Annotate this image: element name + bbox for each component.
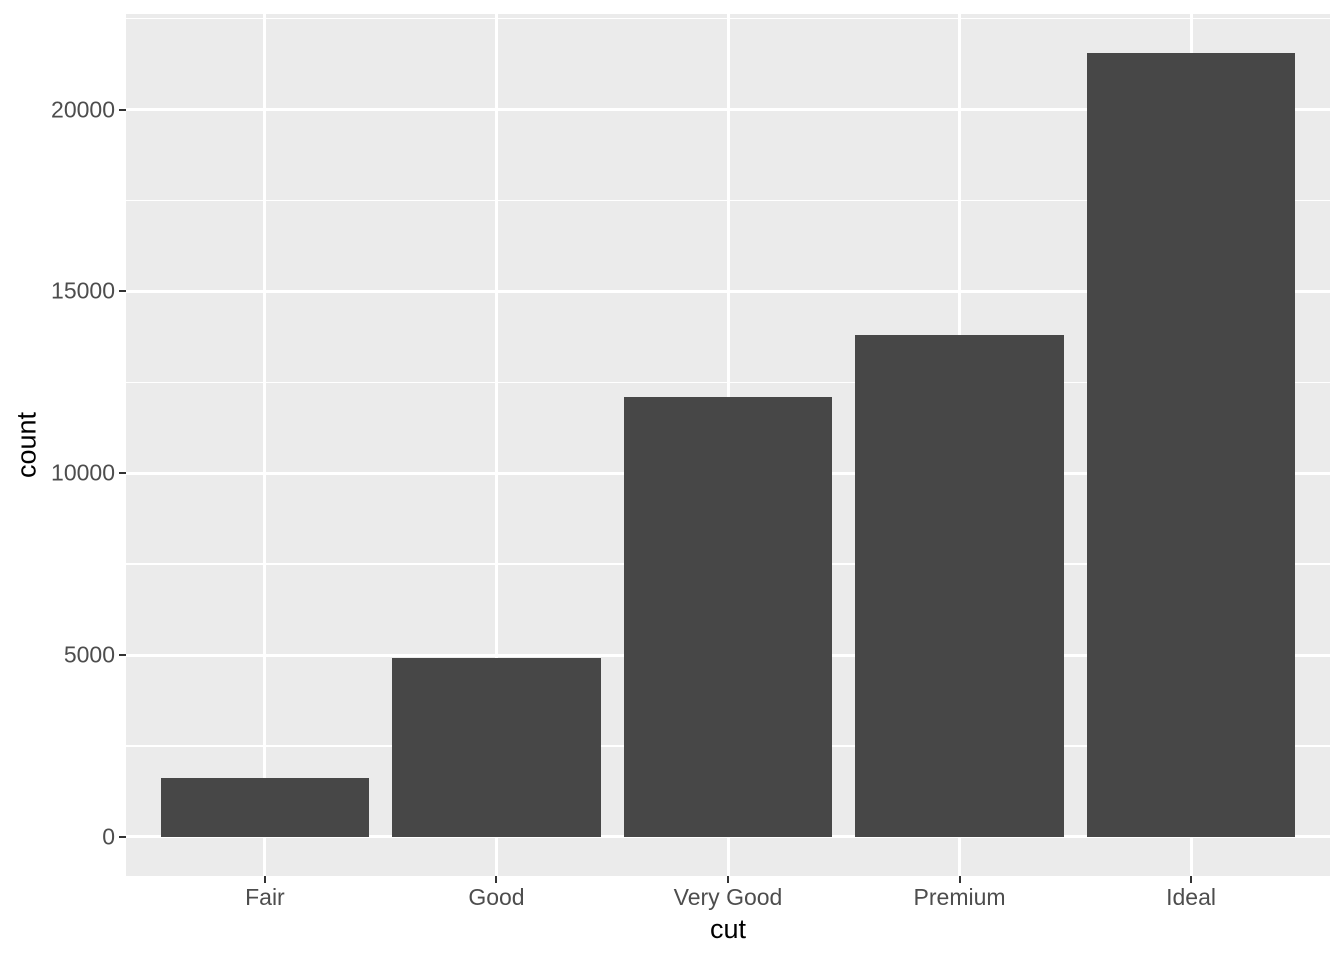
x-tick-label: Very Good: [673, 884, 783, 910]
y-tick-mark: [119, 835, 126, 838]
x-tick-mark: [495, 876, 498, 883]
y-axis-title: count: [11, 411, 42, 479]
x-tick-mark: [263, 876, 266, 883]
bar-good: [392, 658, 601, 837]
bar-ideal: [1086, 53, 1296, 837]
x-axis-title: cut: [709, 914, 747, 944]
x-tick-mark: [958, 876, 961, 883]
y-tick-mark: [119, 654, 126, 656]
x-tick-label: Ideal: [1166, 884, 1216, 910]
bar-very-good: [623, 397, 833, 837]
x-tick-label: Good: [468, 884, 525, 910]
x-tick-mark: [1190, 876, 1193, 883]
y-tick-mark: [119, 472, 126, 475]
gridline-major-vertical: [494, 14, 498, 876]
y-tick-label: 15000: [51, 277, 115, 304]
y-tick-label: 20000: [51, 96, 115, 123]
gridline-major-vertical: [263, 14, 267, 876]
y-tick-mark: [119, 108, 126, 111]
x-tick-mark: [727, 876, 729, 883]
x-tick-label: Fair: [245, 884, 285, 910]
plot-panel: [126, 14, 1330, 876]
y-tick-mark: [119, 290, 126, 293]
y-tick-label: 0: [102, 823, 115, 850]
bar-premium: [855, 335, 1064, 837]
y-tick-label: 5000: [63, 641, 115, 668]
y-tick-label: 10000: [51, 459, 115, 486]
x-tick-label: Premium: [913, 884, 1006, 910]
bar-fair: [160, 778, 370, 837]
